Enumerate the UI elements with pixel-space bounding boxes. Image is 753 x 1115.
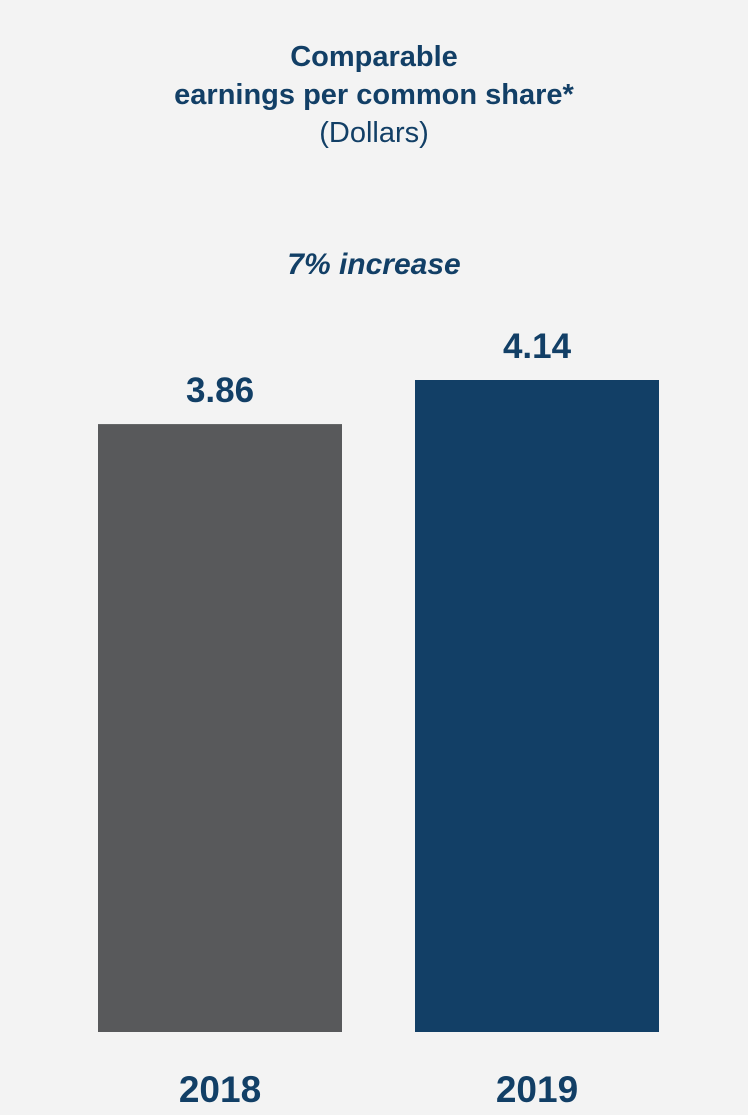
- bar-2018: [98, 424, 342, 1032]
- data-label-2019: 4.14: [503, 327, 572, 366]
- increase-annotation: 7% increase: [287, 248, 461, 281]
- chart-title-block: Comparable earnings per common share* (D…: [0, 38, 748, 152]
- chart-subtitle: (Dollars): [319, 117, 429, 149]
- data-label-2018: 3.86: [186, 371, 254, 410]
- x-tick-label-2019: 2019: [496, 1069, 578, 1110]
- data-label-group: 3.86 4.14: [186, 327, 572, 410]
- chart-title-line-1: Comparable: [290, 41, 458, 73]
- chart-title-line-2: earnings per common share*: [174, 79, 574, 111]
- bar-group: [98, 380, 659, 1032]
- bar-2019: [415, 380, 659, 1032]
- x-tick-label-2018: 2018: [179, 1069, 261, 1110]
- x-tick-label-group: 2018 2019: [179, 1069, 578, 1110]
